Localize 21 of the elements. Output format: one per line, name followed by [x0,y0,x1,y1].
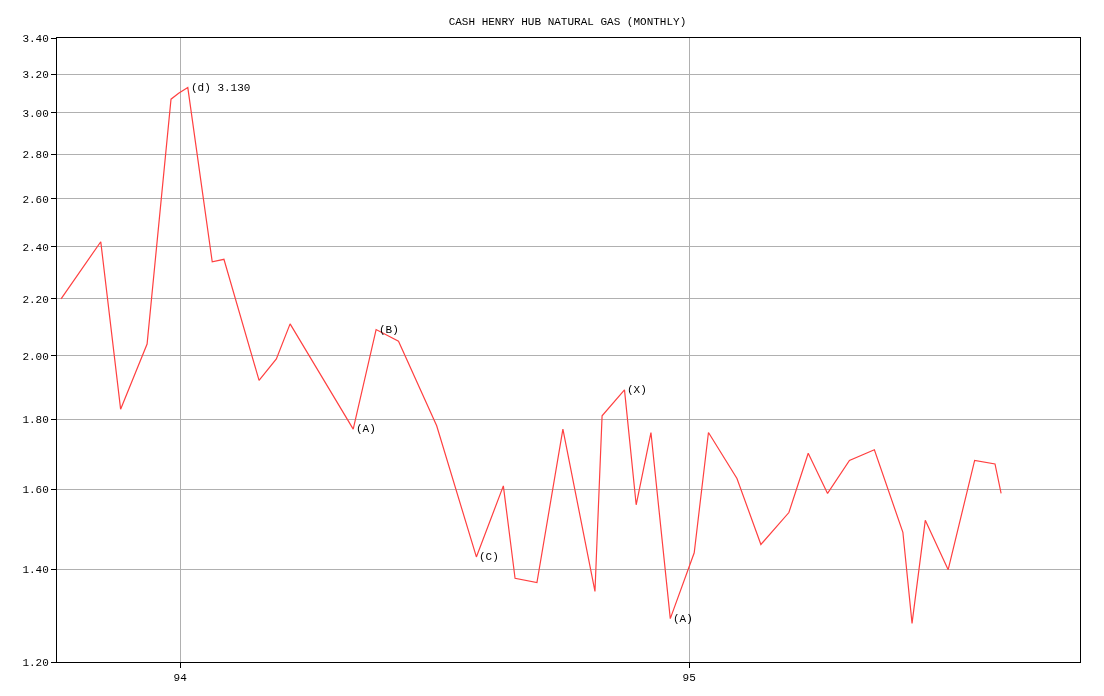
chart-title: CASH HENRY HUB NATURAL GAS (MONTHLY) [448,16,687,29]
annotation: (C) [479,551,499,563]
annotation: (d) 3.130 [191,82,251,94]
y-tick-label: 3.00 [22,107,49,120]
y-tick-label: 3.20 [22,69,49,82]
y-tick-label: 2.80 [22,149,49,162]
y-tick-label: 2.00 [22,350,49,363]
x-tick-label: 95 [682,672,696,685]
y-tick-label: 3.40 [22,32,49,45]
y-tick-label: 2.60 [22,193,49,206]
annotation: (A) [673,613,693,625]
y-tick-label: 2.20 [22,293,49,306]
y-tick-label: 2.40 [22,241,49,254]
x-tick-label: 94 [173,672,188,685]
annotation: (B) [379,324,399,336]
annotation: (X) [627,384,647,396]
y-tick-label: 1.20 [22,656,49,669]
y-tick-label: 1.40 [22,564,49,577]
y-tick-label: 1.60 [22,484,49,497]
y-tick-label: 1.80 [22,413,49,426]
annotation: (A) [356,423,376,435]
